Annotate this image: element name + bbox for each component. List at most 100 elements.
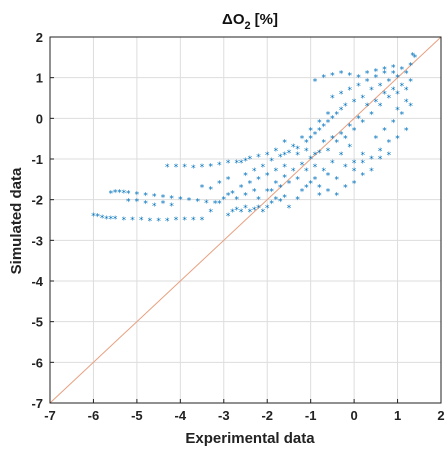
data-point: * xyxy=(217,161,222,171)
data-point: * xyxy=(130,216,135,226)
data-point: * xyxy=(374,98,379,108)
data-point: * xyxy=(208,186,213,196)
data-point: * xyxy=(235,196,240,206)
x-tick-label: -4 xyxy=(175,408,187,423)
x-tick-label: 1 xyxy=(394,408,401,423)
data-point: * xyxy=(352,127,357,137)
y-tick-label: -3 xyxy=(31,233,43,248)
data-point: * xyxy=(208,208,213,218)
title-main: O xyxy=(233,11,245,28)
y-tick-label: -4 xyxy=(31,274,43,289)
data-point: * xyxy=(252,188,257,198)
data-point: * xyxy=(326,171,331,181)
data-point: * xyxy=(348,143,353,153)
data-point: * xyxy=(161,200,166,210)
data-point: * xyxy=(252,167,257,177)
y-tick-label: 0 xyxy=(36,111,43,126)
data-point: * xyxy=(265,171,270,181)
data-point: * xyxy=(369,155,374,165)
data-point: * xyxy=(365,102,370,112)
data-point: * xyxy=(126,198,131,208)
data-point: * xyxy=(411,51,416,61)
data-point: * xyxy=(365,70,370,80)
data-point: * xyxy=(343,183,348,193)
data-point: * xyxy=(374,135,379,145)
data-point: * xyxy=(391,118,396,128)
data-point: * xyxy=(295,175,300,185)
data-point: * xyxy=(226,159,231,169)
data-point: * xyxy=(295,151,300,161)
data-point: * xyxy=(282,163,287,173)
data-point: * xyxy=(122,216,127,226)
data-point: * xyxy=(243,171,248,181)
data-point: * xyxy=(361,118,366,128)
x-tick-label: 0 xyxy=(350,408,357,423)
data-point: * xyxy=(148,217,153,227)
y-tick-label: -7 xyxy=(31,396,43,411)
data-point: * xyxy=(361,171,366,181)
data-point: * xyxy=(278,183,283,193)
data-point: * xyxy=(282,194,287,204)
data-point: * xyxy=(382,66,387,76)
data-point: * xyxy=(200,183,205,193)
y-tick-label: -5 xyxy=(31,315,43,330)
data-point: * xyxy=(200,163,205,173)
data-point: * xyxy=(387,139,392,149)
data-point: * xyxy=(382,127,387,137)
data-point: * xyxy=(248,155,253,165)
x-tick-label: -1 xyxy=(305,408,317,423)
data-point: * xyxy=(352,98,357,108)
y-tick-label: 1 xyxy=(36,71,43,86)
data-point: * xyxy=(317,149,322,159)
data-point: * xyxy=(356,74,361,84)
x-tick-label: -6 xyxy=(88,408,100,423)
data-point: * xyxy=(395,74,400,84)
data-point: * xyxy=(339,70,344,80)
data-point: * xyxy=(208,162,213,172)
data-point: * xyxy=(226,175,231,185)
x-tick-label: -2 xyxy=(261,408,273,423)
data-point: * xyxy=(226,212,231,222)
data-point: * xyxy=(361,94,366,104)
data-point: * xyxy=(269,188,274,198)
data-point: * xyxy=(174,163,179,173)
data-point: * xyxy=(378,82,383,92)
data-point: * xyxy=(261,163,266,173)
data-point: * xyxy=(169,202,174,212)
data-point: * xyxy=(317,192,322,202)
data-point: * xyxy=(265,151,270,161)
y-tick-label: -6 xyxy=(31,355,43,370)
data-point: * xyxy=(308,127,313,137)
data-point: * xyxy=(387,78,392,88)
y-tick-label: -2 xyxy=(31,193,43,208)
data-point: * xyxy=(400,110,405,120)
data-point: * xyxy=(348,86,353,96)
data-point: * xyxy=(378,155,383,165)
title-suffix: [%] xyxy=(255,11,278,28)
data-point: * xyxy=(165,163,170,173)
data-point: * xyxy=(374,68,379,78)
data-point: * xyxy=(343,135,348,145)
y-ticks: 210-1-2-3-4-5-6-7 xyxy=(31,30,54,411)
data-point: * xyxy=(135,198,140,208)
data-point: * xyxy=(352,167,357,177)
data-point: * xyxy=(400,82,405,92)
data-point: * xyxy=(404,70,409,80)
data-point: * xyxy=(143,200,148,210)
data-point: * xyxy=(339,90,344,100)
x-tick-label: 2 xyxy=(437,408,444,423)
data-point: * xyxy=(187,196,192,206)
data-point: * xyxy=(165,217,170,227)
x-axis-label: Experimental data xyxy=(185,430,315,447)
data-point: * xyxy=(330,159,335,169)
data-point: * xyxy=(408,102,413,112)
x-tick-label: -7 xyxy=(44,408,56,423)
data-point: * xyxy=(339,151,344,161)
data-point: * xyxy=(330,72,335,82)
data-point: * xyxy=(256,175,261,185)
data-point: * xyxy=(387,151,392,161)
data-point: * xyxy=(243,192,248,202)
data-point: * xyxy=(174,216,179,226)
data-point: * xyxy=(182,216,187,226)
